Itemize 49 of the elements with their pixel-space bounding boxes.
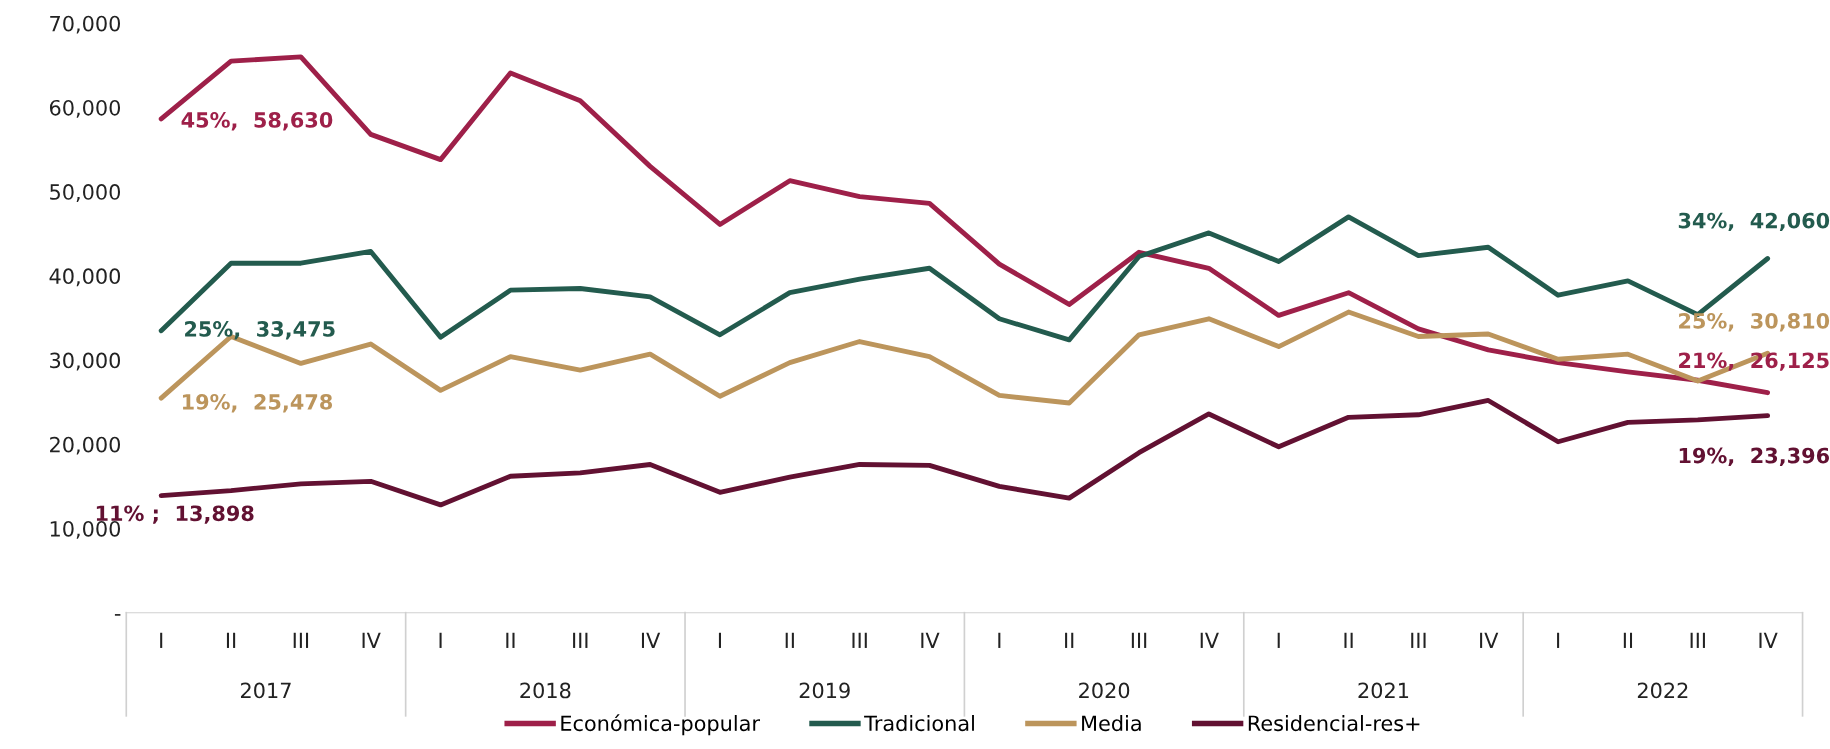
x-tick-label: IV [1200, 632, 1219, 648]
x-tick-label: II [1623, 632, 1633, 648]
legend-label: Media [1082, 715, 1141, 732]
x-tick-label: III [293, 632, 309, 648]
data-label: 25%, 33,475 [185, 321, 335, 340]
y-tick-label: 60,000 [49, 99, 121, 118]
x-tick-label: IV [641, 632, 661, 648]
text: 2017 [240, 682, 291, 699]
data-label: 25%, 30,810 [1679, 312, 1830, 332]
x-tick-label: III [1411, 632, 1426, 648]
legend-label: Tradicional [864, 715, 974, 732]
data-label: 45%, 58,630 [181, 112, 333, 131]
x-tick-label: II [506, 632, 515, 648]
x-tick-label: III [1131, 632, 1147, 648]
y-tick-label: 20,000 [50, 436, 121, 455]
x-tick-label: III [1690, 632, 1705, 648]
text: 2020 [1079, 682, 1130, 699]
x-tick-label: I [998, 632, 1001, 648]
y-tick-label: 50,000 [50, 184, 121, 202]
x-tick-label: II [1065, 632, 1074, 648]
x-tick-label: I [160, 632, 163, 648]
y-tick-label: 30,000 [50, 352, 121, 371]
y-tick-label: - [114, 614, 121, 616]
data-label: 21%, 26,125 [1679, 352, 1829, 371]
x-tick-label: I [1557, 632, 1560, 648]
text: 2021 [1358, 682, 1409, 699]
text: 2018 [520, 682, 571, 699]
data-label: 19%, 23,396 [1679, 447, 1830, 467]
text: 2022 [1637, 682, 1688, 699]
y-tick-label: 70,000 [50, 15, 121, 34]
data-label: 19%, 25,478 [182, 393, 333, 413]
x-tick-label: II [1344, 632, 1353, 648]
x-tick-label: IV [921, 632, 940, 648]
x-tick-label: III [573, 632, 588, 648]
text: 2019 [799, 682, 850, 699]
legend-label: Económica-popular [561, 714, 760, 736]
x-tick-label: I [718, 632, 721, 648]
legend-label: Residencial-res+ [1248, 715, 1420, 732]
y-tick-label: 10,000 [50, 520, 121, 539]
x-tick-label: IV [1480, 632, 1499, 648]
x-tick-label: IV [362, 632, 381, 648]
x-tick-label: II [785, 632, 794, 648]
x-tick-label: IV [1759, 632, 1778, 648]
x-tick-label: I [1277, 632, 1280, 648]
x-tick-label: I [439, 632, 442, 648]
x-tick-label: III [852, 632, 867, 648]
y-tick-label: 40,000 [49, 268, 121, 287]
data-label: 34%, 42,060 [1678, 212, 1830, 232]
x-tick-label: II [226, 632, 236, 648]
